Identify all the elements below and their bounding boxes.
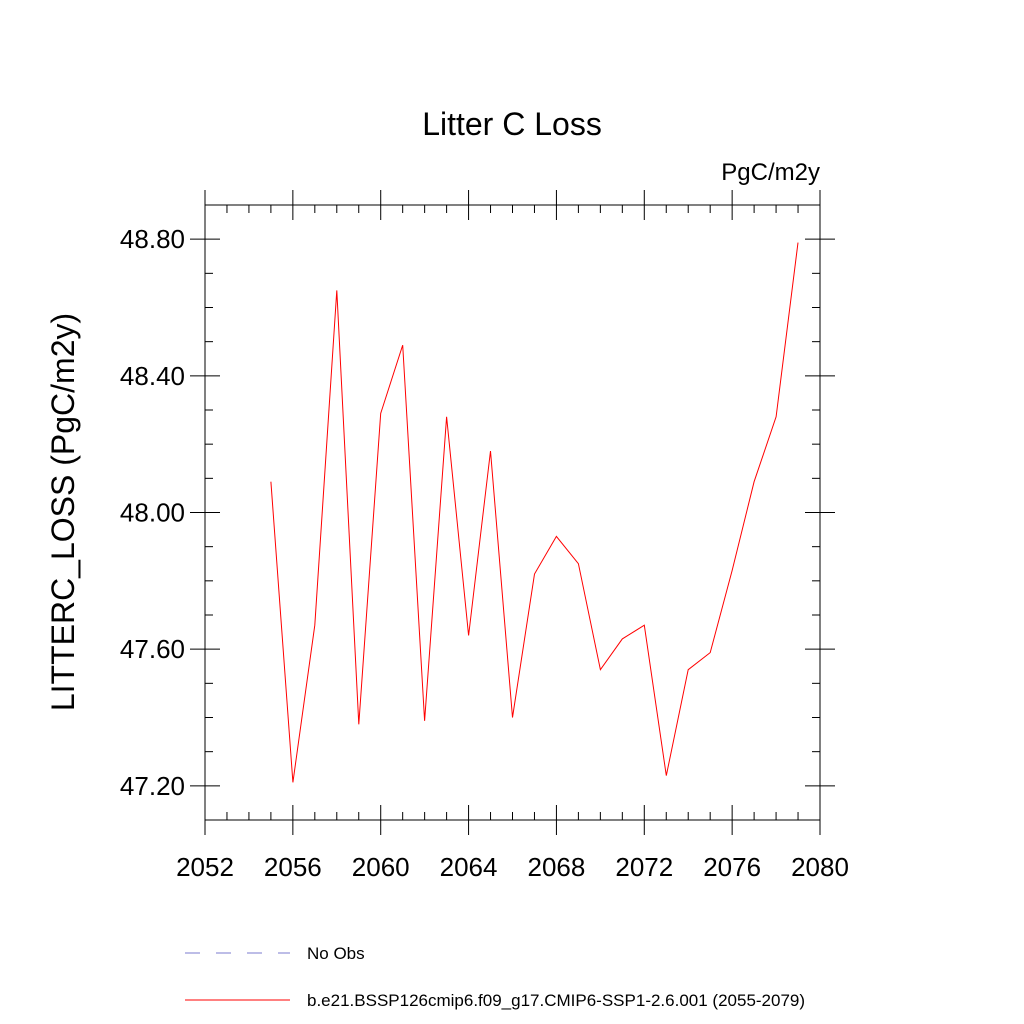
plot-frame [204, 204, 821, 821]
units-label: PgC/m2y [721, 159, 820, 186]
y-tick-label: 47.20 [120, 771, 185, 801]
x-axis-tick-labels: 2052 2056 2060 2064 2068 2072 2076 2080 [176, 852, 849, 882]
y-axis-label: LITTERC_LOSS (PgC/m2y) [45, 313, 81, 711]
chart-title: Litter C Loss [422, 106, 602, 142]
x-tick-label: 2064 [440, 852, 498, 882]
series-line [270, 242, 799, 783]
x-axis-ticks [204, 190, 821, 835]
y-axis-ticks [190, 204, 835, 821]
x-tick-label: 2080 [791, 852, 849, 882]
legend-label-1: No Obs [307, 944, 365, 963]
y-tick-label: 48.80 [120, 224, 185, 254]
y-tick-label: 47.60 [120, 634, 185, 664]
y-axis-tick-labels: 47.20 47.60 48.00 48.40 48.80 [120, 224, 185, 801]
y-tick-label: 48.00 [120, 498, 185, 528]
x-tick-label: 2076 [703, 852, 761, 882]
series-group [270, 242, 799, 783]
legend: No Obs b.e21.BSSP126cmip6.f09_g17.CMIP6-S… [185, 944, 805, 1010]
x-tick-label: 2056 [264, 852, 322, 882]
x-tick-label: 2068 [528, 852, 586, 882]
x-tick-label: 2072 [615, 852, 673, 882]
y-tick-label: 48.40 [120, 361, 185, 391]
x-tick-label: 2060 [352, 852, 410, 882]
x-tick-label: 2052 [176, 852, 234, 882]
legend-label-2: b.e21.BSSP126cmip6.f09_g17.CMIP6-SSP1-2.… [307, 991, 805, 1010]
